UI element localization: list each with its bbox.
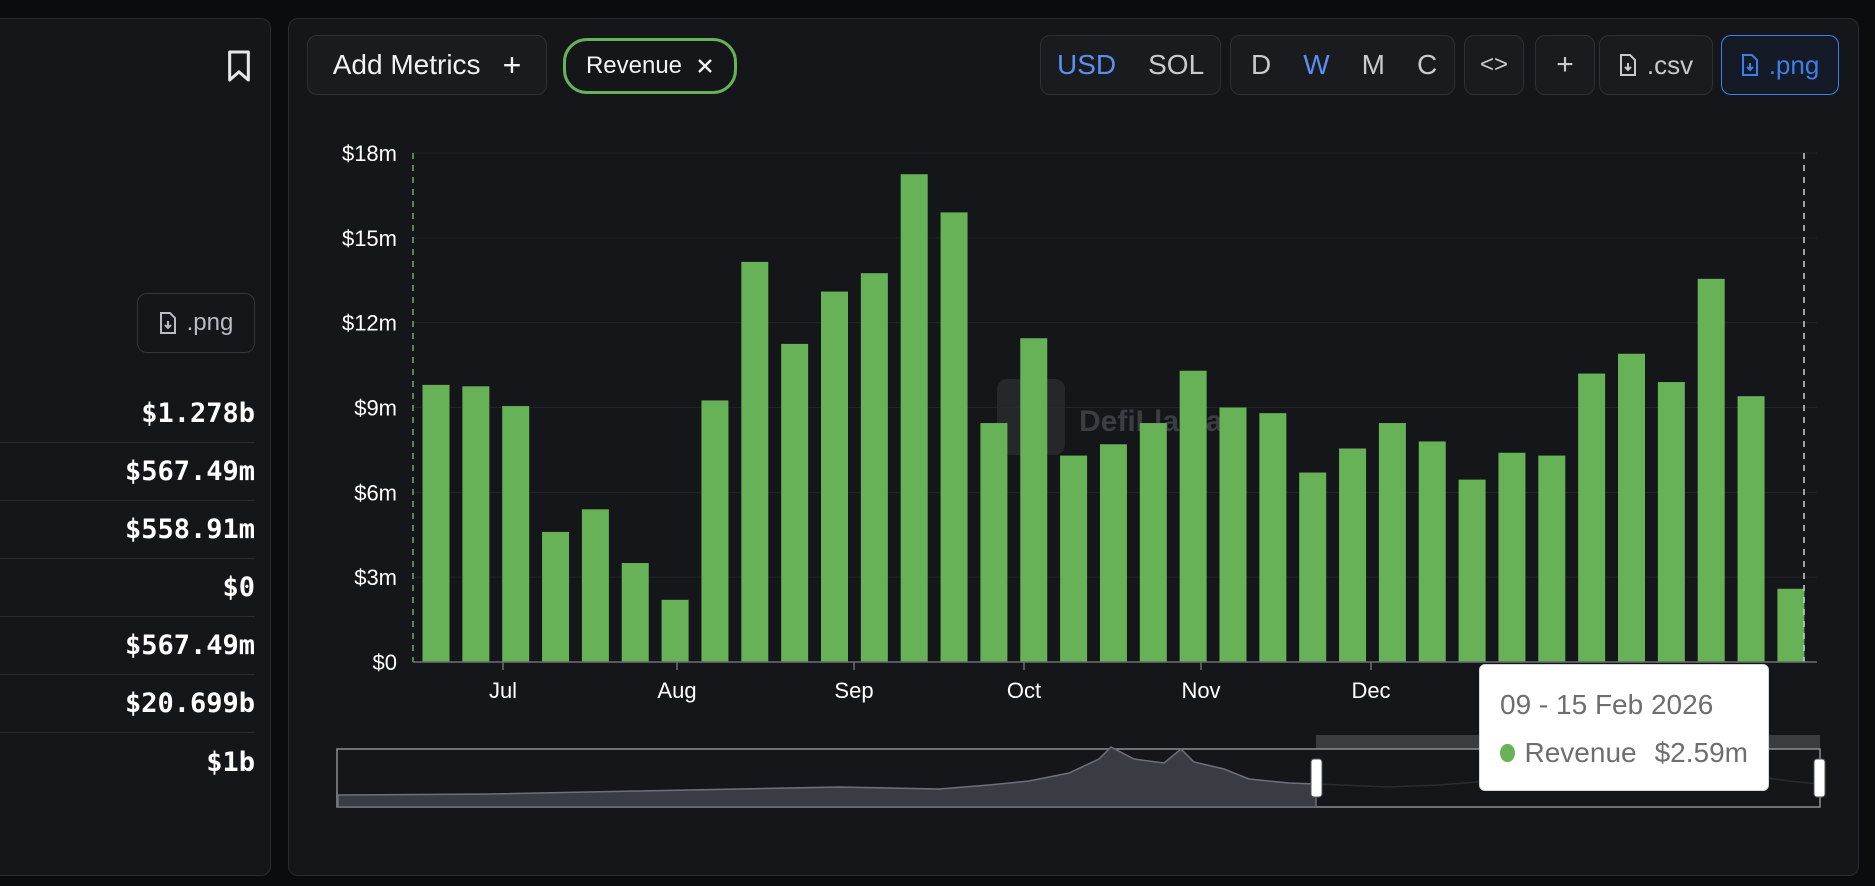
x-tick-label: Sep [834,678,873,703]
png-label: .png [1768,49,1820,80]
add-metrics-button[interactable]: Add Metrics + [307,35,547,95]
chart-panel: Add Metrics + Revenue USD SOL D W M C <>… [288,18,1859,876]
x-tick-label: Dec [1351,678,1390,703]
download-csv-button[interactable]: .csv [1599,35,1713,95]
bar[interactable] [1139,423,1167,662]
y-tick-label: $18m [342,141,397,166]
file-download-icon [159,312,176,334]
bar[interactable] [621,563,649,662]
bar[interactable] [1697,278,1725,662]
bar[interactable] [741,261,769,662]
interval-toggle: D W M C [1230,35,1455,95]
csv-label: .csv [1646,49,1694,80]
bar[interactable] [502,406,530,662]
bar[interactable] [821,291,848,662]
file-download-icon [1741,54,1758,76]
bar[interactable] [581,509,609,662]
bar[interactable] [860,273,888,662]
bookmark-icon[interactable] [225,49,253,83]
interval-c[interactable]: C [1417,49,1438,80]
interval-d[interactable]: D [1251,49,1272,80]
bar[interactable] [1259,413,1287,662]
bar[interactable] [1060,455,1088,662]
add-button[interactable]: + [1535,35,1595,95]
slider-area-preview [337,746,1317,808]
y-tick-label: $15m [342,226,397,251]
side-panel: .png $1.278b $567.49m $558.91m $0 $567.4… [0,18,271,876]
bar[interactable] [1737,396,1765,662]
plus-icon: + [1556,48,1574,81]
slider-left-handle[interactable] [1310,758,1323,798]
bar[interactable] [1657,382,1685,662]
bar[interactable] [1458,479,1486,662]
x-tick-label: Oct [1007,678,1041,703]
tooltip-row: Revenue $2.59m [1500,737,1748,769]
stat-value: $1.278b [0,385,255,443]
y-tick-label: $12m [342,311,397,336]
download-png-button[interactable]: .png [1721,35,1839,95]
x-tick-label: Aug [657,678,696,703]
png-label: .png [186,309,234,336]
y-tick-label: $9m [354,396,397,421]
code-icon: <> [1479,51,1509,78]
series-dot-icon [1500,744,1515,762]
bar[interactable] [1299,472,1327,662]
y-tick-label: $0 [373,650,397,675]
interval-w[interactable]: W [1303,49,1330,80]
bar[interactable] [1418,441,1446,662]
bar[interactable] [1777,588,1805,662]
currency-usd[interactable]: USD [1057,49,1117,80]
close-icon[interactable] [696,57,714,75]
x-axis-ticks: Jul Aug Sep Oct Nov Dec [489,662,1391,703]
download-png-button[interactable]: .png [137,293,255,353]
bar[interactable] [1179,370,1207,662]
currency-toggle: USD SOL [1040,35,1221,95]
bar[interactable] [940,212,968,662]
bar[interactable] [1538,455,1566,662]
chart-tooltip: 09 - 15 Feb 2026 Revenue $2.59m [1479,664,1769,791]
stat-value: $558.91m [0,501,255,559]
tooltip-series: Revenue [1524,737,1637,768]
bar[interactable] [661,599,689,662]
stat-value: $20.699b [0,675,255,733]
file-download-icon [1619,54,1636,76]
tooltip-date: 09 - 15 Feb 2026 [1500,689,1714,720]
y-axis-ticks: $0 $3m $6m $9m $12m $15m $18m [342,141,397,675]
bar[interactable] [462,386,490,662]
bar[interactable] [781,343,809,662]
bar[interactable] [1020,338,1048,662]
revenue-bar-chart: $0$3m$6m$9m$12m$15m$18m DefiLlama Jul Aug… [336,141,1826,808]
bar[interactable] [701,400,729,662]
bar[interactable] [422,384,450,662]
bar[interactable] [1099,444,1127,662]
currency-sol[interactable]: SOL [1148,49,1205,80]
interval-m[interactable]: M [1361,49,1385,80]
stats-list: $1.278b $567.49m $558.91m $0 $567.49m $2… [0,385,255,791]
bar[interactable] [542,531,570,662]
x-tick-label: Nov [1181,678,1220,703]
revenue-metric-chip[interactable]: Revenue [563,38,737,94]
stat-value: $0 [0,559,255,617]
tooltip-value: $2.59m [1654,737,1748,768]
bar[interactable] [1498,452,1526,662]
x-tick-label: Jul [489,678,517,703]
plus-icon: + [502,47,522,83]
stat-value: $567.49m [0,443,255,501]
embed-button[interactable]: <> [1464,35,1524,95]
stat-value: $1b [206,746,255,778]
bar[interactable] [900,174,928,663]
bar[interactable] [1378,423,1406,662]
bar[interactable] [1578,373,1606,662]
revenue-chip-label: Revenue [585,52,683,79]
bar[interactable] [1339,448,1367,662]
y-tick-label: $6m [354,480,397,505]
bar[interactable] [1618,353,1645,662]
stat-value: $567.49m [0,617,255,675]
bar[interactable] [980,423,1008,662]
add-metrics-label: Add Metrics [332,49,481,80]
slider-right-handle[interactable] [1813,758,1826,798]
bar[interactable] [1219,407,1247,663]
bars [422,174,1805,663]
y-tick-label: $3m [354,565,397,590]
